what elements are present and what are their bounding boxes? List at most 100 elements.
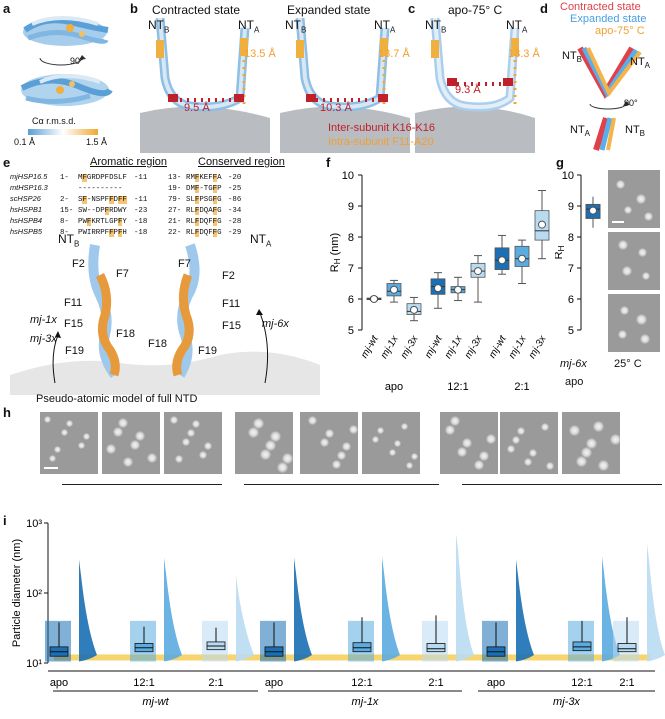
distribution-violin — [236, 575, 254, 662]
nt-b-label-contracted: NTB — [148, 18, 170, 35]
nt-b-label-expanded: NTB — [285, 18, 307, 35]
contracted-structure — [140, 18, 270, 153]
expanded-inter-distance: 10.3 Å — [320, 102, 352, 114]
panel-label-b: b — [130, 1, 138, 16]
apo75-title: apo-75° C — [448, 3, 503, 17]
category-label: 12:1 — [351, 677, 372, 689]
panel-label-a: a — [3, 1, 11, 16]
legend-apo75: apo-75° C — [595, 25, 645, 37]
nt-b-label-d-side: NTB — [625, 124, 646, 139]
em-image-h — [40, 412, 98, 474]
superposition-figure — [577, 46, 642, 151]
residue-a-f7: F7 — [178, 258, 191, 270]
superposition-top — [577, 46, 642, 99]
nt-a-label-expanded: NTA — [374, 18, 396, 35]
y-tick-label: 5 — [568, 325, 574, 337]
model-caption: Pseudo-atomic model of full NTD — [36, 393, 198, 405]
residue-a-f11: F11 — [222, 298, 241, 310]
distribution-violin — [647, 544, 665, 662]
conserved-region-header: Conserved region — [198, 156, 285, 168]
nt-a-label-d-top: NTA — [630, 56, 651, 71]
em-image-h — [440, 412, 498, 474]
rotate-arrow-icon-d — [589, 103, 627, 110]
residue-a-f15: F15 — [222, 320, 241, 332]
em-image-h — [300, 412, 358, 474]
distribution-violin — [602, 556, 620, 662]
apo75-intra-distance: 13.3 Å — [508, 48, 540, 60]
em-image-g3 — [608, 294, 660, 352]
box — [352, 642, 372, 653]
panel-label-f: f — [326, 155, 331, 170]
rmsd-color-scale — [28, 129, 98, 135]
em-image-row — [40, 412, 662, 480]
category-label: mj-wt — [359, 333, 381, 360]
y-axis-label: RH — [555, 245, 566, 259]
contracted-title: Contracted state — [152, 3, 241, 17]
aromatic-region-header: Aromatic region — [90, 156, 168, 168]
apo75-inter-distance: 9.3 Å — [455, 84, 481, 96]
y-tick-label: 7 — [348, 263, 354, 275]
box-mean — [390, 285, 398, 294]
y-tick-label: 10² — [26, 588, 42, 600]
group-label: mj-3x — [553, 696, 580, 708]
superposition-side — [593, 117, 616, 151]
category-label: mj-1x — [507, 333, 529, 361]
legend-contracted: Contracted state — [560, 1, 641, 13]
box-mean — [454, 285, 462, 294]
nt-a-label-e: NTA — [250, 232, 272, 249]
category-label: apo — [265, 677, 283, 689]
legend-intra-subunit: Intra-subunit F11-A20 — [328, 136, 434, 148]
group-line-h-3x — [462, 484, 662, 485]
category-label: mj-1x — [379, 333, 401, 361]
species-name: mtHSP16.3 — [10, 183, 48, 192]
em-image-h — [164, 412, 222, 474]
box-mean — [498, 256, 506, 265]
group-label: 12:1 — [447, 381, 468, 393]
em-image-h — [500, 412, 558, 474]
expanded-title: Expanded state — [287, 3, 371, 17]
nt-b-label-e: NTB — [58, 232, 80, 249]
group-line-h-1x — [244, 484, 439, 485]
category-label: mj-3x — [463, 333, 485, 361]
panel-label-c: c — [408, 1, 416, 16]
residue-b-f15: F15 — [64, 318, 83, 330]
species-name: hsHSPB4 — [10, 216, 43, 225]
category-label: apo — [50, 677, 68, 689]
y-tick-label: 5 — [348, 325, 354, 337]
group-label: mj-wt — [142, 696, 169, 708]
scatter-cloud — [422, 620, 448, 662]
ntd-pseudo-atomic-model — [10, 243, 320, 395]
g-xlabel: mj-6x — [560, 358, 587, 370]
em-image-g2 — [608, 232, 660, 290]
em-image-h — [562, 412, 620, 474]
residue-a-f18: F18 — [148, 338, 167, 350]
rmsd-legend-max: 1.5 Å — [86, 137, 108, 147]
sequence-row: mjHSP16.5 1- MFGRDPFDSLF -11 13- RMFKEFFA -20 — [10, 172, 242, 182]
y-tick-label: 10¹ — [26, 658, 42, 670]
y-tick-label: 7 — [568, 263, 574, 275]
scatter-cloud — [568, 620, 594, 662]
panel-label-h: h — [3, 405, 11, 420]
category-label: mj-wt — [487, 333, 509, 360]
y-tick-label: 8 — [568, 232, 574, 244]
em-image-g1 — [608, 170, 660, 228]
category-label: 12:1 — [133, 677, 154, 689]
group-line-h-wt — [62, 484, 222, 485]
scatter-cloud — [202, 620, 228, 662]
residue-b-f2: F2 — [72, 258, 85, 270]
legend-expanded: Expanded state — [570, 13, 647, 25]
contracted-inter-distance: 9.5 Å — [184, 102, 210, 114]
group-label: apo — [385, 381, 403, 393]
residue-a-f2: F2 — [222, 270, 235, 282]
distribution-violin — [456, 533, 474, 662]
box-mean — [538, 220, 546, 229]
residue-b-f19: F19 — [65, 345, 84, 357]
category-label: mj-1x — [443, 333, 465, 361]
rotation-label-d: 90° — [624, 98, 638, 108]
scatter-cloud — [348, 620, 374, 662]
mutant-6x-label: mj-6x — [262, 318, 289, 330]
category-label: mj-wt — [423, 333, 445, 360]
y-axis-label: Particle diameter (nm) — [11, 539, 23, 647]
